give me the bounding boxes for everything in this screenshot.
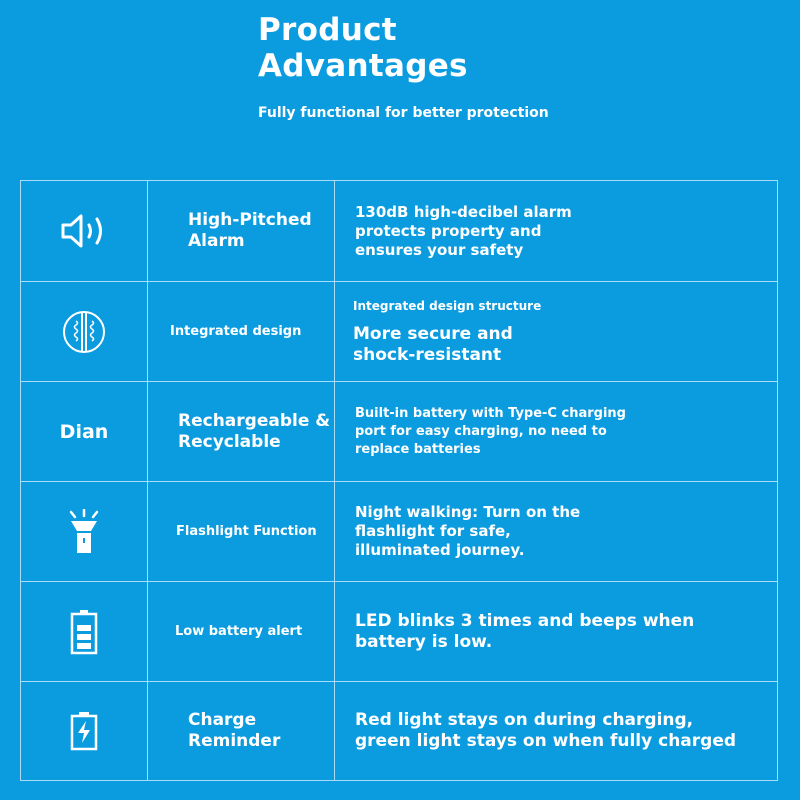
feature-name: Low battery alert	[175, 624, 303, 639]
table-row: Flashlight Function Night walking: Turn …	[21, 481, 777, 581]
feature-name: High-Pitched Alarm	[188, 210, 312, 251]
feature-name: Charge Reminder	[188, 710, 281, 751]
battery-charging-icon	[21, 682, 148, 780]
brand-label: Dian	[59, 420, 109, 443]
table-row: Charge Reminder Red light stays on durin…	[21, 681, 777, 780]
page-title: Product Advantages	[258, 12, 468, 84]
table-row: High-Pitched Alarm 130dB high-decibel al…	[21, 181, 777, 281]
feature-description-title: Integrated design structure	[353, 299, 542, 313]
subtitle: Fully functional for better protection	[258, 105, 549, 121]
feature-name: Flashlight Function	[176, 524, 317, 539]
feature-description: 130dB high-decibel alarm protects proper…	[355, 202, 572, 259]
table-row: Dian Rechargeable & Recyclable Built-in …	[21, 381, 777, 481]
feature-name: Rechargeable & Recyclable	[178, 410, 331, 452]
table-row: Integrated design Integrated design stru…	[21, 281, 777, 381]
feature-description: More secure and shock-resistant	[353, 324, 513, 365]
features-table: High-Pitched Alarm 130dB high-decibel al…	[20, 180, 778, 781]
title-line-2: Advantages	[258, 48, 468, 84]
flashlight-icon	[21, 482, 148, 581]
feature-description: Built-in battery with Type-C charging po…	[355, 405, 626, 457]
table-row: Low battery alert LED blinks 3 times and…	[21, 581, 777, 681]
battery-icon	[21, 582, 148, 681]
shell-structure-icon	[21, 282, 148, 381]
title-line-1: Product	[258, 12, 397, 48]
feature-description: Red light stays on during charging, gree…	[355, 710, 737, 751]
feature-description: Night walking: Turn on the flashlight fo…	[355, 503, 581, 559]
feature-description: LED blinks 3 times and beeps when batter…	[355, 610, 695, 652]
feature-name: Integrated design	[170, 324, 302, 339]
speaker-icon	[21, 181, 148, 281]
